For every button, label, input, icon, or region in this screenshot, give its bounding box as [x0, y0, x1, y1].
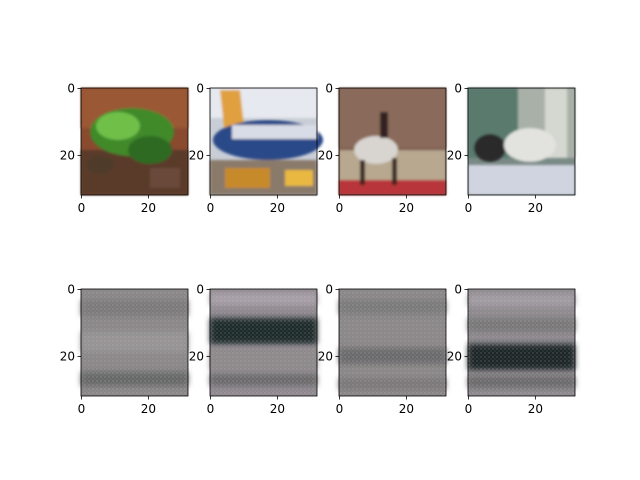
x-tick-label: 20	[270, 402, 285, 416]
x-tick-label: 20	[399, 201, 414, 215]
y-tick-label: 20	[189, 349, 204, 363]
axes-frame	[209, 87, 318, 196]
axes-frame	[80, 87, 189, 196]
y-tick-label: 0	[454, 283, 462, 297]
panel-axes-r0-c2: 0 20 0 20	[318, 82, 447, 215]
axes-frame	[467, 87, 576, 196]
y-tick-label: 20	[318, 349, 333, 363]
x-tick-label: 20	[141, 201, 156, 215]
x-tick-label: 0	[465, 201, 473, 215]
x-tick-label: 20	[528, 201, 543, 215]
y-tick-label: 0	[325, 82, 333, 96]
x-tick-label: 20	[141, 402, 156, 416]
y-tick-label: 0	[67, 82, 75, 96]
x-tick-label: 0	[78, 201, 86, 215]
x-tick-label: 0	[78, 402, 86, 416]
x-tick-label: 20	[270, 201, 285, 215]
panel-axes-r0-c1: 0 20 0 20	[189, 82, 318, 215]
y-tick-label: 20	[60, 349, 75, 363]
y-tick-label: 0	[196, 283, 204, 297]
panel-reconstruction-4	[468, 289, 575, 396]
x-tick-label: 0	[207, 201, 215, 215]
panel-axes-r0-c0: 0 20 0 20	[60, 82, 189, 215]
x-tick-label: 0	[465, 402, 473, 416]
x-tick-label: 20	[528, 402, 543, 416]
panel-reconstruction-1	[81, 289, 188, 396]
x-tick-label: 0	[207, 402, 215, 416]
panel-cat	[468, 88, 575, 195]
y-tick-label: 20	[447, 349, 462, 363]
panel-reconstruction-2	[210, 289, 317, 396]
panel-horse-rider	[339, 88, 446, 195]
panel-airplane	[210, 88, 323, 195]
axes-frame	[467, 288, 576, 397]
y-tick-label: 0	[325, 283, 333, 297]
panel-axes-r1-c0: 0 20 0 20	[60, 283, 189, 416]
y-tick-label: 0	[454, 82, 462, 96]
panel-frog	[81, 88, 188, 195]
y-tick-label: 0	[196, 82, 204, 96]
y-tick-label: 0	[67, 283, 75, 297]
x-tick-label: 0	[336, 402, 344, 416]
x-tick-label: 0	[336, 201, 344, 215]
y-tick-label: 20	[189, 148, 204, 162]
axes-frame	[338, 87, 447, 196]
panel-axes-r1-c1: 0 20 0 20	[189, 283, 318, 416]
y-tick-label: 20	[318, 148, 333, 162]
panel-axes-r1-c3: 0 20 0 20	[447, 283, 576, 416]
panel-axes-r1-c2: 0 20 0 20	[318, 283, 447, 416]
panel-axes-r0-c3: 0 20 0 20	[447, 82, 576, 215]
axes-frame	[338, 288, 447, 397]
panel-reconstruction-3	[339, 289, 446, 396]
axes-frame	[80, 288, 189, 397]
axes-frame	[209, 288, 318, 397]
x-tick-label: 20	[399, 402, 414, 416]
y-tick-label: 20	[447, 148, 462, 162]
y-tick-label: 20	[60, 148, 75, 162]
